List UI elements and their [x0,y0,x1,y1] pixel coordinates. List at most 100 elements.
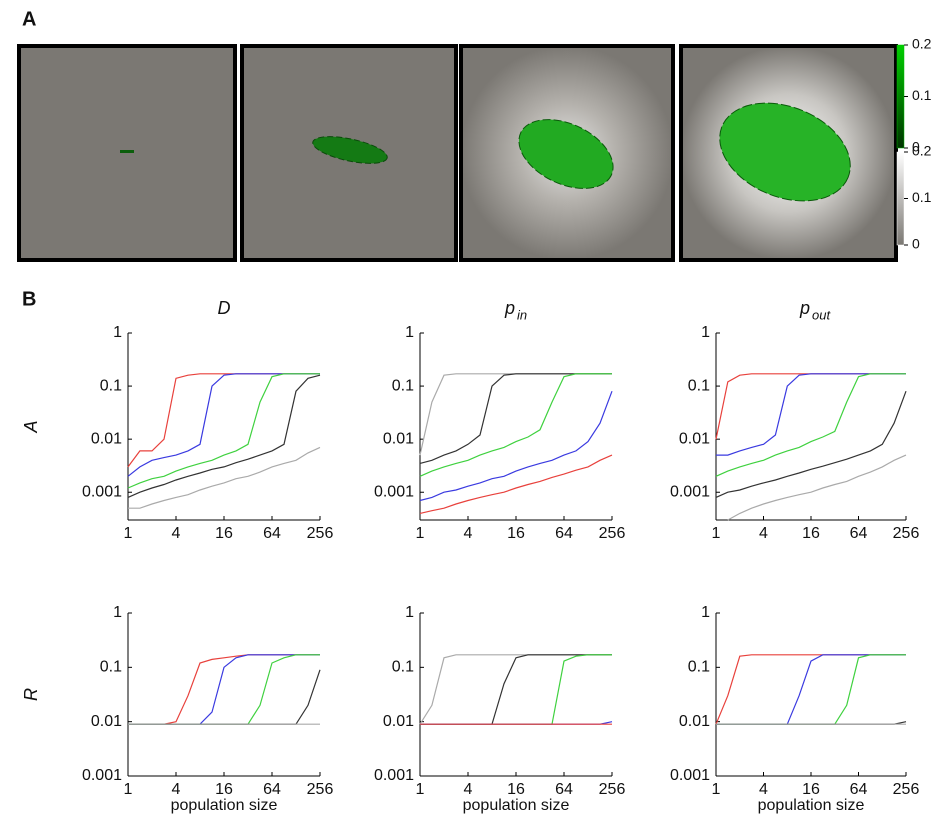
series-line [419,654,612,725]
x-tick-label: 16 [215,525,233,542]
y-tick-label: 0.01 [383,713,414,730]
y-axis-label: A [21,420,41,433]
x-axis-label: population size [463,797,570,814]
x-axis-label: population size [758,797,865,814]
x-tick-label: 1 [416,781,425,798]
colony [518,119,614,189]
y-tick-label: 0.01 [91,713,122,730]
series-line [715,390,907,498]
y-tick-label: 1 [113,324,122,341]
colony [120,150,134,153]
series-line [716,654,906,725]
y-tick-label: 1 [405,324,414,341]
x-tick-label: 64 [263,781,281,798]
chart-title: D [218,298,231,318]
series-line [127,373,320,468]
y-tick-label: 0.01 [679,430,710,447]
series-line [727,454,907,521]
x-tick-label: 1 [124,525,133,542]
x-tick-label: 256 [599,781,626,798]
y-tick-label: 0.1 [392,659,414,676]
x-tick-label: 16 [802,525,820,542]
x-tick-label: 4 [172,781,181,798]
y-tick-label: 0.001 [82,483,122,500]
colorbar [896,44,905,149]
x-tick-label: 256 [599,525,626,542]
chart-title: p [799,298,810,318]
series-line [128,654,320,725]
colorbar-tick-label: 0 [912,236,920,252]
colorbar-tick-label: 0.1 [912,87,932,103]
y-tick-label: 0.1 [100,659,122,676]
x-axis-label: population size [171,797,278,814]
panel-label: B [22,288,36,310]
colorbar-tick-label: 0.2 [912,36,932,52]
colony [719,102,851,202]
x-tick-label: 16 [215,781,233,798]
colorbar-tick-label: 0 [912,139,920,155]
plot: 1 0.1 0.01 0.001 1 4 16 64 256 D A [21,298,334,542]
y-tick-label: 0.001 [82,767,122,784]
colorbar [896,151,905,246]
y-tick-label: 1 [701,324,710,341]
x-tick-label: 256 [893,781,920,798]
snapshot [679,44,898,262]
x-tick-label: 256 [893,525,920,542]
y-tick-label: 0.001 [670,767,710,784]
y-axis-label: R [21,688,41,701]
series-line [419,454,613,514]
colorbar-tick-label: 0.2 [912,143,932,159]
x-tick-label: 4 [759,781,768,798]
series-line [420,654,612,725]
x-tick-label: 256 [307,525,334,542]
series-line [127,373,320,489]
chart-title: p [504,298,515,318]
series-line [715,654,906,725]
series-line [128,654,320,725]
x-tick-label: 1 [124,781,133,798]
colony [312,136,388,164]
y-tick-label: 0.01 [679,713,710,730]
x-tick-label: 64 [555,781,573,798]
series-line [419,373,612,477]
series-line [419,373,612,456]
series-line [128,654,320,725]
x-tick-label: 4 [759,525,768,542]
x-tick-label: 64 [850,525,868,542]
y-tick-label: 1 [113,604,122,621]
y-tick-label: 0.1 [688,377,710,394]
y-tick-label: 0.1 [100,377,122,394]
x-tick-label: 4 [172,525,181,542]
series-line [716,373,906,456]
y-tick-label: 0.001 [374,767,414,784]
x-tick-label: 64 [263,525,281,542]
series-line [715,373,906,477]
series-line [420,654,612,725]
chart-title-subscript: in [517,307,527,322]
y-tick-label: 0.01 [383,430,414,447]
x-tick-label: 1 [712,525,721,542]
series-line [715,373,906,440]
y-tick-label: 0.001 [374,483,414,500]
colorbars: 0.20.100.20.10 [896,36,932,252]
y-tick-label: 0.1 [688,659,710,676]
series-line [128,446,321,509]
x-tick-label: 16 [507,525,525,542]
x-tick-label: 64 [850,781,868,798]
colony-images [17,44,898,262]
x-tick-label: 4 [464,525,473,542]
x-tick-label: 16 [802,781,820,798]
x-tick-label: 4 [464,781,473,798]
plot: 1 0.1 0.01 0.001 1 4 16 64 256 p in [374,298,625,542]
x-tick-label: 64 [555,525,573,542]
series-line [127,374,321,498]
series-line [128,669,321,725]
y-tick-label: 0.1 [392,377,414,394]
series-line [419,373,612,464]
x-tick-label: 1 [416,525,425,542]
panel-label: A [22,8,36,30]
y-tick-label: 0.001 [670,483,710,500]
colorbar-tick-label: 0.1 [912,189,932,205]
